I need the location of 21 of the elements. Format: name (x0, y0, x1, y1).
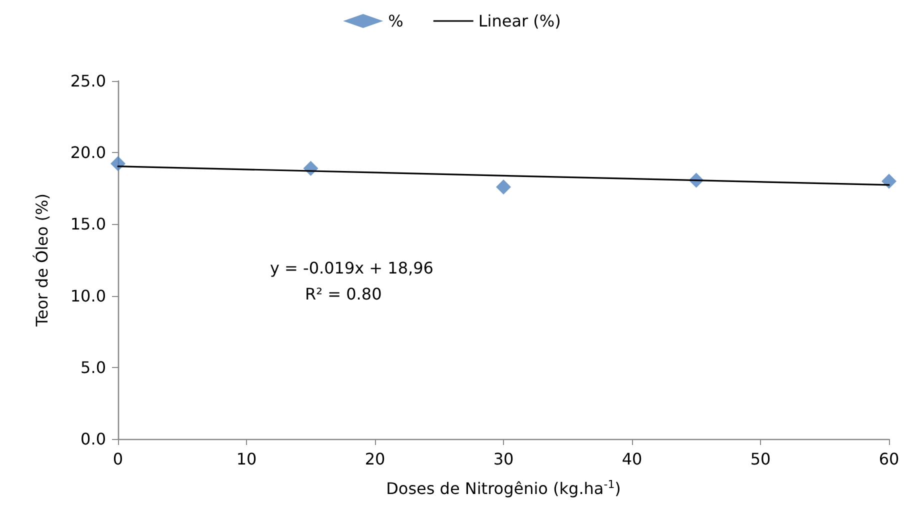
legend-label: Linear (%) (478, 12, 561, 30)
x-tick-label: 30 (493, 450, 514, 468)
annotation: R² = 0.80 (305, 284, 382, 304)
point (496, 179, 511, 194)
legend-label: % (388, 12, 404, 30)
y-tick-label: 0.0 (80, 430, 106, 448)
point (882, 174, 896, 189)
x-tick-label: 40 (622, 450, 642, 468)
x-tick-label: 10 (236, 450, 257, 468)
point (110, 156, 126, 172)
x-tick-label: 0 (112, 450, 124, 468)
y-tick-label: 10.0 (70, 286, 106, 306)
y-tick-label: 5.0 (80, 358, 106, 377)
y-tick-label: 25.0 (70, 72, 106, 90)
y-tick-label: 20.0 (70, 143, 106, 162)
y-tick-label: 15.0 (70, 214, 106, 234)
x-tick-label: 50 (750, 450, 771, 468)
annotation: y = -0.019x + 18,96 (270, 258, 434, 278)
y-axis-title: Teor de Óleo (%) (32, 194, 52, 328)
x-tick-label: 60 (878, 450, 900, 468)
x-tick-label: 20 (364, 450, 386, 468)
